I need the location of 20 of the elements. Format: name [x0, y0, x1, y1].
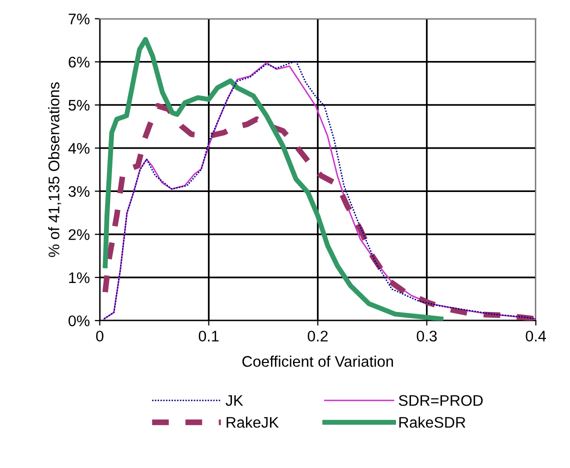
legend-label: RakeSDR — [399, 416, 466, 428]
y-tick-label: 7% — [68, 14, 90, 24]
x-tick-label: 0.2 — [308, 330, 328, 342]
y-axis-title: % of 41,135 Observations — [48, 82, 62, 257]
y-tick-label: 0% — [68, 315, 90, 326]
y-tick-label: 6% — [68, 56, 90, 68]
x-tick-label: 0.1 — [198, 330, 219, 342]
line-series — [102, 36, 444, 321]
legend-label: JK — [226, 395, 244, 406]
legend-label: SDR=PROD — [398, 395, 483, 406]
y-tick-label: 1% — [69, 272, 90, 284]
x-axis-title: Coefficient of Variation — [242, 356, 393, 367]
y-tick-label: 3% — [68, 186, 90, 197]
legend-label: RakeJK — [226, 416, 279, 428]
y-tick-label: 4% — [68, 143, 90, 154]
x-tick-label: 0 — [96, 330, 104, 342]
y-tick-label: 2% — [68, 229, 90, 240]
x-tick-label: 0.3 — [416, 330, 437, 342]
y-tick-label: 5% — [68, 100, 90, 111]
x-tick-label: 0.4 — [526, 330, 546, 342]
